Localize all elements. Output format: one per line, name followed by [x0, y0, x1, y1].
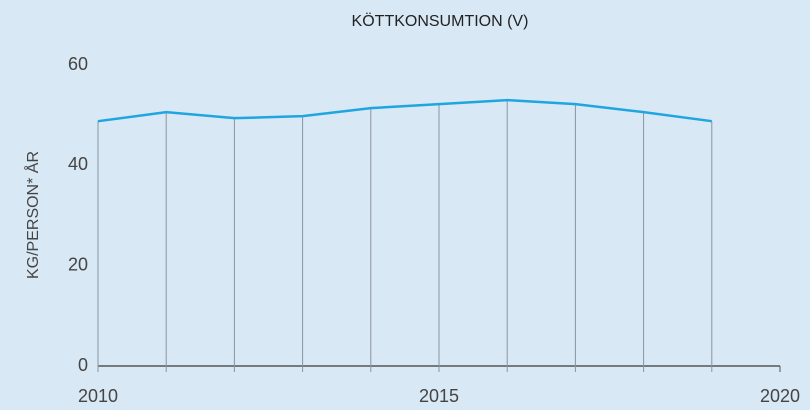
line [97, 98, 712, 123]
y-axis-label: KG/PERSON* ÅR [23, 151, 42, 279]
y-tick-label: 40 [68, 154, 88, 174]
y-tick-label: 60 [68, 54, 88, 74]
y-tick-label: 20 [68, 254, 88, 274]
chart-title: KÖTTKONSUMTION (V) [352, 12, 529, 30]
x-tick-label: 2020 [760, 386, 800, 406]
x-tick-label: 2010 [78, 386, 118, 406]
x-tick-label: 2015 [419, 386, 459, 406]
y-tick-label: 0 [78, 355, 88, 375]
